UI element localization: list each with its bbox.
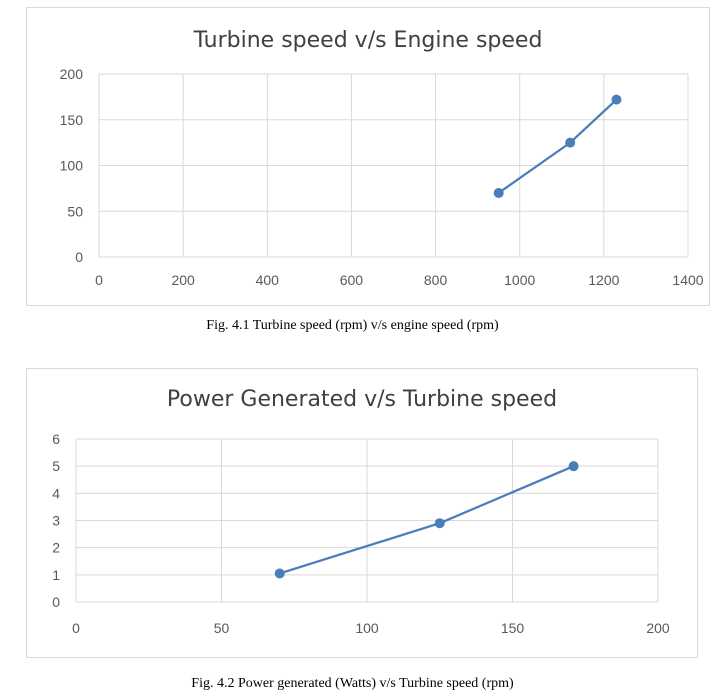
series-line bbox=[498, 98, 618, 194]
data-point bbox=[565, 137, 576, 148]
y-tick-label: 0 bbox=[52, 594, 60, 610]
y-tick-label: 50 bbox=[67, 203, 83, 219]
y-tick-label: 100 bbox=[60, 158, 84, 174]
chart-power-vs-turbine: Power Generated v/s Turbine speed 0 50 100… bbox=[26, 368, 698, 658]
chart-plot-area: 0 200 400 600 800 1000 1200 1400 0 50 100 150 200 bbox=[60, 66, 704, 288]
data-point bbox=[493, 187, 504, 198]
y-tick-label: 200 bbox=[60, 66, 84, 82]
y-tick-label: 1 bbox=[52, 567, 60, 583]
x-tick-label: 800 bbox=[424, 272, 448, 288]
y-tick-label: 150 bbox=[60, 112, 84, 128]
chart-title: Turbine speed v/s Engine speed bbox=[193, 28, 543, 53]
x-tick-label: 100 bbox=[355, 620, 379, 636]
x-tick-label: 200 bbox=[171, 272, 195, 288]
x-tick-label: 400 bbox=[256, 272, 280, 288]
x-tick-label: 1000 bbox=[504, 272, 535, 288]
chart-turbine-vs-engine: Turbine speed v/s Engine speed 0 200 400 60… bbox=[26, 7, 710, 306]
x-tick-label: 0 bbox=[72, 620, 80, 636]
y-tick-label: 2 bbox=[52, 540, 60, 556]
y-tick-label: 0 bbox=[75, 249, 83, 265]
data-point bbox=[568, 461, 579, 472]
x-tick-label: 200 bbox=[646, 620, 670, 636]
chart-plot-area: 0 50 100 150 200 0 1 2 3 4 5 6 bbox=[52, 431, 670, 636]
data-point bbox=[274, 568, 285, 579]
x-tick-label: 50 bbox=[214, 620, 230, 636]
data-point bbox=[434, 518, 445, 529]
x-tick-label: 1200 bbox=[588, 272, 619, 288]
x-tick-label: 1400 bbox=[672, 272, 703, 288]
figure-caption: Fig. 4.1 Turbine speed (rpm) v/s engine … bbox=[206, 318, 499, 333]
data-point bbox=[611, 94, 622, 105]
x-tick-label: 150 bbox=[501, 620, 525, 636]
figure-caption: Fig. 4.2 Power generated (Watts) v/s Tur… bbox=[191, 676, 514, 691]
y-tick-label: 5 bbox=[52, 458, 60, 474]
y-tick-label: 4 bbox=[52, 485, 60, 501]
y-tick-label: 3 bbox=[52, 513, 60, 529]
chart-title: Power Generated v/s Turbine speed bbox=[166, 387, 558, 412]
x-tick-label: 0 bbox=[95, 272, 103, 288]
x-tick-label: 600 bbox=[340, 272, 364, 288]
series-line bbox=[279, 465, 575, 575]
y-tick-label: 6 bbox=[52, 431, 60, 447]
